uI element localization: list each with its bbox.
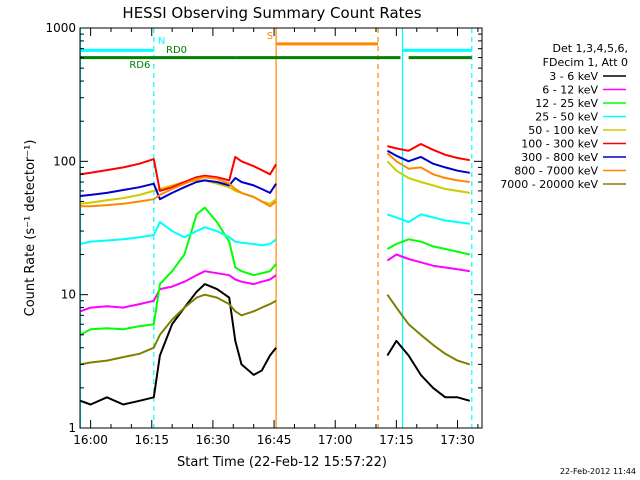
series-line-7-part-1 [386,152,470,183]
y-axis-label: Count Rate (s⁻¹ detector⁻¹) [23,140,38,317]
marker-label-2: RD6 [129,60,150,71]
legend-entry-label-8: 7000 - 20000 keV [500,178,598,191]
series-line-8-part-1 [386,294,471,366]
y-tick-label-0: 1 [68,421,76,435]
series-line-6-part-1 [386,149,470,174]
series-line-1-part-1 [386,253,470,273]
y-tick-label-3: 1000 [45,21,76,35]
series-line-3-part-1 [387,213,470,225]
x-tick-label-3: 16:45 [257,433,292,447]
series-line-6-part-0 [80,177,277,201]
series-line-1-part-0 [80,270,277,313]
series-line-8-part-0 [80,293,277,366]
series-line-5-part-0 [80,155,277,192]
y-tick-label-1: 10 [61,288,76,302]
legend-entry-label-0: 3 - 6 keV [549,70,598,83]
chart-title: HESSI Observing Summary Count Rates [122,4,421,22]
legend-entry-label-3: 25 - 50 keV [535,111,598,124]
plot-frame [79,27,483,429]
marker-label-3: S [267,31,273,42]
series-line-2-part-1 [386,238,471,256]
legend-header-line-2: FDecim 1, Att 0 [543,56,628,69]
legend-entry-label-4: 50 - 100 keV [528,124,598,137]
series-line-0-part-1 [386,339,471,402]
legend-entry-label-5: 100 - 300 keV [521,138,598,151]
x-tick-label-4: 17:00 [318,433,353,447]
legend: Det 1,3,4,5,6, FDecim 1, Att 0 3 - 6 keV… [500,42,628,191]
marker-label-1: RD0 [166,45,187,56]
series-line-3-part-0 [80,221,277,247]
series-line-2-part-0 [80,206,277,336]
y-tick-label-2: 100 [53,154,76,168]
x-tick-label-2: 16:30 [196,433,231,447]
legend-entry-label-7: 800 - 7000 keV [514,165,598,178]
x-axis-label: Start Time (22-Feb-12 15:57:22) [177,455,387,470]
series-line-7-part-0 [80,176,277,208]
x-tick-label-0: 16:00 [73,433,108,447]
legend-entry-label-1: 6 - 12 keV [542,84,598,97]
legend-header-line-1: Det 1,3,4,5,6, [552,42,628,55]
series-line-0-part-0 [80,283,277,406]
x-tick-label-5: 17:15 [379,433,414,447]
footer-timestamp: 22-Feb-2012 11:44 [560,467,636,476]
x-tick-label-1: 16:15 [134,433,169,447]
legend-entry-label-2: 12 - 25 keV [535,97,598,110]
series-line-5-part-1 [387,143,470,162]
legend-entry-label-6: 300 - 800 keV [521,151,598,164]
x-tick-label-6: 17:30 [440,433,475,447]
marker-label-0: N [158,36,165,47]
series-line-4-part-1 [386,160,470,194]
